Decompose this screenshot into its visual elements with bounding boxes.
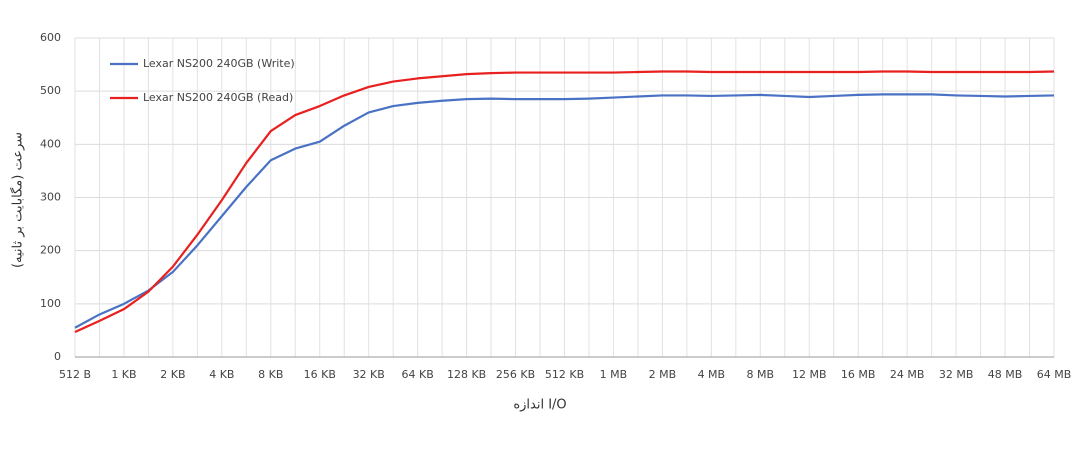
x-tick-label: 8 KB xyxy=(258,368,283,381)
y-tick-label: 300 xyxy=(40,191,61,204)
y-tick-label: 500 xyxy=(40,84,61,97)
x-tick-label: 1 MB xyxy=(600,368,628,381)
y-axis-title: سرعت (مگابایت بر ثانیه) xyxy=(10,132,26,268)
x-tick-label: 1 KB xyxy=(111,368,136,381)
x-tick-label: 16 KB xyxy=(304,368,336,381)
legend-label: Lexar NS200 240GB (Write) xyxy=(143,57,295,70)
series-line xyxy=(74,93,1055,329)
y-tick-label: 100 xyxy=(40,297,61,310)
y-tick-label: 400 xyxy=(40,137,61,150)
x-tick-label: 24 MB xyxy=(890,368,925,381)
x-tick-label: 64 MB xyxy=(1037,368,1072,381)
x-tick-label: 16 MB xyxy=(841,368,876,381)
x-tick-label: 2 MB xyxy=(649,368,677,381)
x-axis-title: اندازه I/O xyxy=(513,398,566,413)
x-tick-label: 128 KB xyxy=(447,368,486,381)
y-tick-label: 600 xyxy=(40,31,61,44)
x-tick-label: 4 MB xyxy=(698,368,726,381)
legend-label: Lexar NS200 240GB (Read) xyxy=(143,91,293,104)
x-tick-label: 8 MB xyxy=(747,368,775,381)
y-tick-label: 200 xyxy=(40,244,61,257)
x-tick-label: 2 KB xyxy=(160,368,185,381)
x-tick-label: 12 MB xyxy=(792,368,827,381)
x-tick-label: 512 KB xyxy=(545,368,584,381)
series-line xyxy=(74,70,1055,334)
x-tick-label: 512 B xyxy=(59,368,91,381)
x-tick-label: 4 KB xyxy=(209,368,234,381)
y-tick-label: 0 xyxy=(54,350,61,363)
x-tick-label: 32 MB xyxy=(939,368,974,381)
x-tick-label: 48 MB xyxy=(988,368,1023,381)
x-tick-label: 32 KB xyxy=(353,368,385,381)
x-tick-label: 256 KB xyxy=(496,368,535,381)
x-tick-label: 64 KB xyxy=(402,368,434,381)
